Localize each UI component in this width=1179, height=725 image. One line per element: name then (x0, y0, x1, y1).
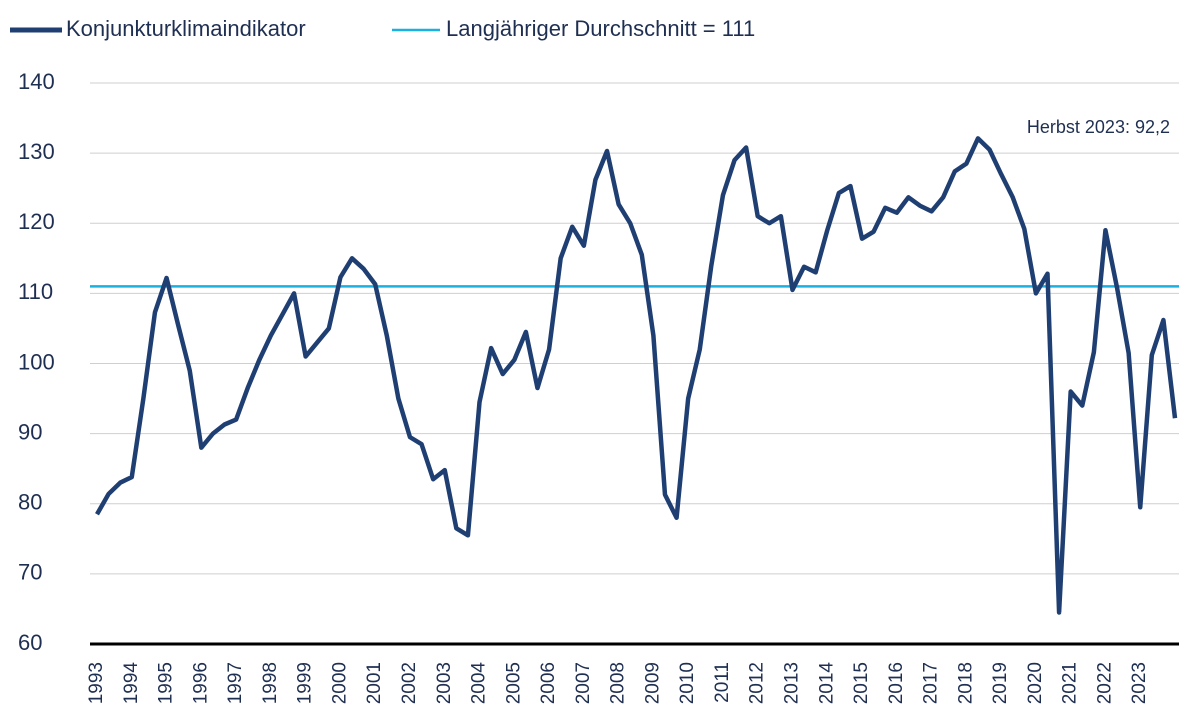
y-tick-label: 140 (18, 69, 55, 94)
x-tick-label: 2020 (1025, 662, 1046, 704)
y-tick-label: 110 (18, 279, 53, 304)
x-tick-label: 2022 (1094, 662, 1115, 704)
x-tick-label: 2003 (434, 662, 455, 704)
x-tick-label: 2012 (747, 662, 768, 704)
x-tick-label: 1993 (86, 662, 107, 704)
data-line (95, 136, 1178, 615)
y-tick-label: 70 (18, 560, 42, 585)
x-tick-label: 2021 (1060, 662, 1081, 704)
x-tick-label: 2011 (712, 662, 733, 703)
x-tick-label: 2015 (851, 662, 872, 704)
y-tick-label: 130 (18, 139, 55, 164)
x-tick-label: 2019 (990, 662, 1011, 704)
x-tick-label: 2016 (886, 662, 907, 704)
x-tick-label: 2008 (608, 662, 629, 704)
legend-label: Langjähriger Durchschnitt = 111 (446, 16, 755, 41)
x-tick-label: 2010 (677, 662, 698, 704)
x-tick-label: 2013 (781, 662, 802, 704)
x-tick-label: 2002 (399, 662, 420, 704)
y-tick-label: 90 (18, 419, 42, 444)
y-tick-label: 100 (18, 349, 55, 374)
x-tick-label: 2006 (538, 662, 559, 704)
x-tick-label: 2023 (1129, 662, 1150, 704)
x-tick-label: 1997 (225, 662, 246, 704)
x-tick-label: 1998 (260, 662, 281, 704)
x-tick-label: 2000 (329, 662, 350, 704)
x-tick-label: 1994 (121, 662, 142, 705)
y-tick-label: 60 (18, 630, 42, 655)
x-tick-label: 2007 (573, 662, 594, 704)
x-tick-label: 2001 (364, 662, 385, 704)
x-tick-label: 2018 (955, 662, 976, 704)
x-tick-label: 2005 (503, 662, 524, 704)
x-tick-label: 1995 (156, 662, 177, 704)
x-tick-label: 1996 (190, 662, 211, 704)
x-tick-label: 2009 (642, 662, 663, 704)
x-tick-label: 2004 (469, 662, 490, 705)
x-tick-label: 1999 (295, 662, 316, 704)
annotation: Herbst 2023: 92,2 (1027, 117, 1170, 137)
x-tick-label: 2014 (816, 662, 837, 705)
x-tick-label: 2017 (921, 662, 942, 704)
y-tick-label: 80 (18, 490, 42, 515)
legend-label: Konjunkturklimaindikator (66, 16, 306, 41)
y-tick-label: 120 (18, 209, 55, 234)
